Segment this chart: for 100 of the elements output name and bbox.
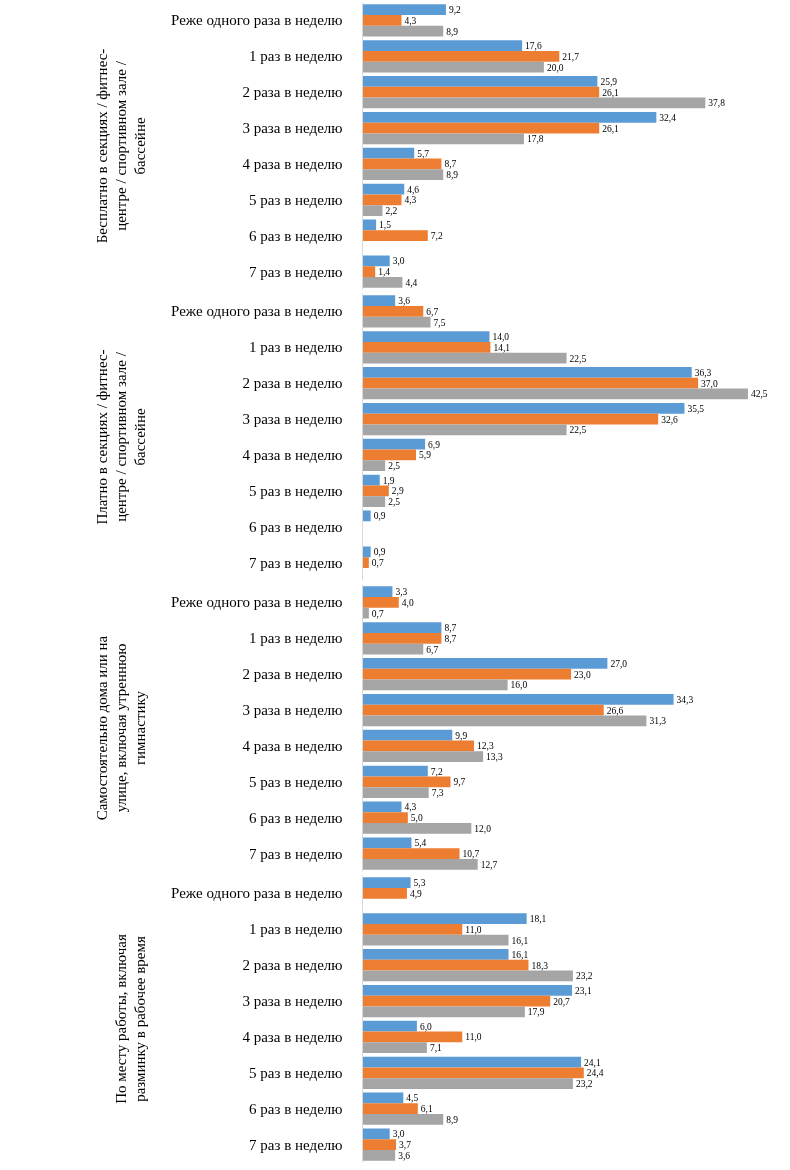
y-tick-label: 4 раза в неделю	[242, 155, 343, 172]
bar	[362, 485, 389, 497]
data-label: 4,3	[404, 802, 417, 813]
data-label: 5,7	[417, 148, 430, 159]
data-label: 5,0	[410, 813, 423, 824]
data-label: 23,1	[575, 985, 592, 996]
data-label: 2,9	[391, 486, 404, 497]
bar	[362, 668, 572, 680]
y-axis-title: Платно в секциях / фитнес-центре / спортивном зале / бассейне	[93, 349, 149, 525]
data-label: 12,3	[477, 741, 494, 752]
y-tick-label: Реже одного раза в неделю	[171, 303, 343, 320]
bar	[362, 61, 544, 73]
data-label: 5,3	[413, 878, 426, 889]
bar	[362, 1114, 444, 1125]
bar	[362, 1042, 427, 1054]
bar	[362, 823, 472, 834]
bar	[362, 1103, 418, 1115]
bar	[362, 858, 478, 870]
bar	[362, 1139, 397, 1150]
bar	[362, 169, 444, 181]
data-label: 26,1	[602, 87, 620, 98]
bar	[362, 622, 442, 633]
data-label: 17,8	[526, 134, 544, 145]
data-label: 20,7	[553, 996, 571, 1007]
data-label: 35,5	[687, 403, 705, 414]
bar	[362, 776, 451, 788]
bar	[362, 183, 405, 195]
bar	[362, 679, 508, 691]
y-tick-label: 2 раза в неделю	[242, 84, 343, 101]
bar	[362, 787, 429, 798]
y-tick-label: 2 раза в неделю	[242, 666, 343, 683]
data-label: 25,9	[600, 76, 618, 87]
y-tick-label: 5 раз в неделю	[249, 191, 343, 208]
bar	[362, 255, 390, 267]
bar	[362, 449, 417, 461]
bar	[362, 995, 551, 1007]
data-label: 26,6	[606, 705, 624, 716]
data-label: 0,9	[373, 511, 386, 522]
bar	[362, 1006, 525, 1018]
bar	[362, 402, 685, 414]
bar	[362, 1078, 573, 1089]
y-tick-label: 1 раз в неделю	[249, 339, 343, 356]
data-label: 3,0	[392, 256, 405, 267]
data-label: 7,2	[430, 231, 443, 242]
data-label: 5,9	[419, 450, 432, 461]
bar	[362, 801, 402, 813]
data-label: 3,6	[398, 296, 411, 307]
data-label: 1,9	[382, 475, 395, 486]
data-label: 18,1	[529, 914, 547, 925]
data-label: 32,4	[659, 112, 677, 123]
data-label: 24,4	[586, 1068, 604, 1079]
bar	[362, 424, 567, 436]
bar	[362, 158, 442, 170]
bar	[362, 546, 371, 558]
data-label: 34,3	[676, 694, 694, 705]
data-label: 11,0	[465, 924, 482, 935]
data-label: 8,7	[444, 159, 457, 170]
bar	[362, 1031, 463, 1043]
data-label: 7,5	[433, 317, 446, 328]
data-label: 6,9	[428, 439, 441, 450]
bar	[362, 837, 412, 849]
bar	[362, 765, 428, 777]
data-label: 9,2	[448, 5, 462, 16]
data-label: 37,8	[708, 98, 726, 109]
data-label: 16,0	[510, 680, 528, 691]
y-tick-label: 6 раз в неделю	[249, 1100, 343, 1117]
data-label: 4,5	[406, 1093, 419, 1104]
y-axis-title: Самостоятельно дома или на улице, включая утреннюю гимнастику	[93, 635, 149, 821]
y-tick-label: 7 раз в неделю	[249, 554, 343, 571]
y-tick-label: 6 раз в неделю	[249, 809, 343, 826]
data-label: 3,3	[395, 587, 408, 598]
data-label: 4,3	[404, 195, 417, 206]
data-label: 21,7	[562, 51, 580, 62]
y-tick-label: Реже одного раза в неделю	[171, 12, 343, 29]
y-tick-label: 4 раза в неделю	[242, 1028, 343, 1045]
data-label: 24,1	[584, 1057, 601, 1068]
bar	[362, 86, 600, 98]
data-label: 6,7	[426, 306, 439, 317]
bar	[362, 413, 659, 425]
bar	[362, 1056, 582, 1068]
bar	[362, 295, 396, 307]
data-label: 14,0	[492, 332, 510, 343]
y-tick-label: 6 раз в неделю	[249, 227, 343, 244]
data-label: 4,3	[404, 15, 417, 26]
data-label: 9,7	[453, 777, 466, 788]
bar	[362, 643, 424, 655]
data-label: 42,5	[750, 389, 768, 400]
y-tick-label: 3 раза в неделю	[242, 993, 343, 1010]
data-label: 6,7	[426, 644, 439, 655]
bar	[362, 693, 674, 705]
bar	[362, 377, 699, 389]
data-label: 16,1	[511, 935, 529, 946]
y-tick-label: 7 раз в неделю	[249, 263, 343, 280]
data-label: 4,6	[407, 184, 420, 195]
data-label: 8,7	[444, 633, 457, 644]
y-tick-label: Реже одного раза в неделю	[171, 594, 343, 611]
bar	[362, 557, 369, 568]
data-label: 23,0	[574, 669, 591, 680]
bar	[362, 510, 371, 522]
data-label: 37,0	[701, 378, 718, 389]
